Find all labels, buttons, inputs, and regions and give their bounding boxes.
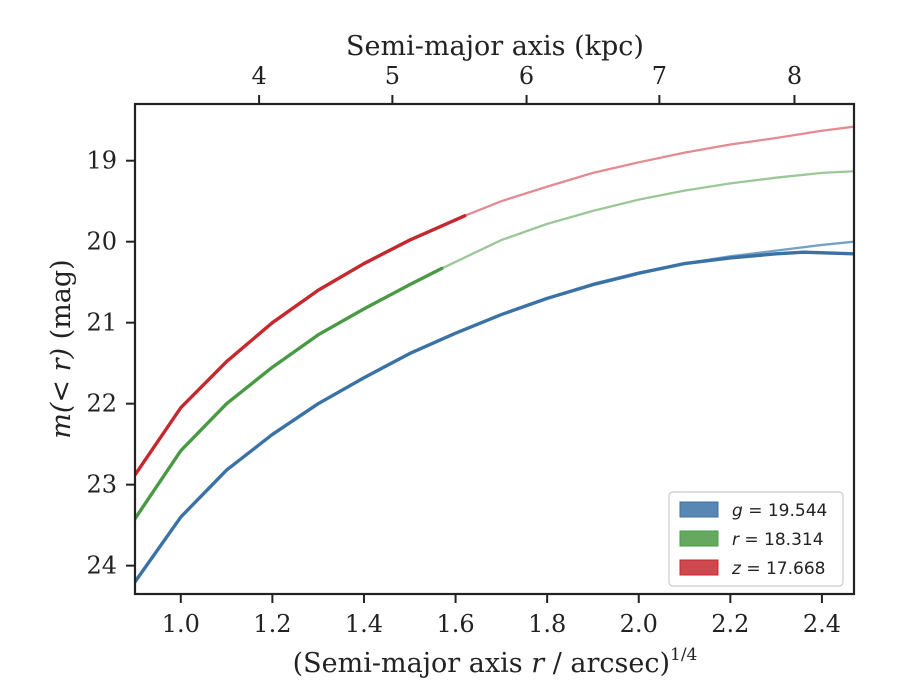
bottom-x-axis: 1.0 1.2 1.4 1.6 1.8 2.0 2.2 2.4 — [162, 594, 841, 638]
x-tick-label: 1.6 — [436, 610, 474, 638]
top-x-axis: 4 5 6 7 8 — [251, 62, 802, 104]
y-tick-label: 19 — [86, 147, 117, 175]
legend-label-r: r = 18.314 — [732, 530, 824, 550]
y-tick-label: 20 — [86, 228, 117, 256]
top-x-axis-title: Semi-major axis (kpc) — [346, 31, 644, 62]
left-y-axis: 19 20 21 22 23 24 — [86, 147, 135, 580]
x-axis-title: (Semi-major axis r / arcsec)1/4 — [293, 645, 698, 679]
series-line-z-model — [463, 125, 854, 217]
x-tick-label: 2.4 — [803, 610, 841, 638]
x-tick-label: 1.8 — [528, 610, 566, 638]
legend-label-z: z = 17.668 — [731, 559, 825, 579]
x-tick-label: 1.2 — [253, 610, 291, 638]
x-tick-label: 2.0 — [620, 610, 658, 638]
legend: g = 19.544 r = 18.314 z = 17.668 — [668, 491, 844, 587]
series-line-g — [135, 250, 854, 584]
y-tick-label: 22 — [86, 390, 117, 418]
legend-swatch-z — [679, 559, 719, 576]
y-tick-label: 21 — [86, 309, 117, 337]
series-line-z — [135, 214, 467, 477]
y-axis-title: m(< r) (mag) — [46, 259, 77, 438]
x-tick-label: 2.2 — [711, 610, 749, 638]
x-tick-label: 1.4 — [345, 610, 383, 638]
series-line-r-model — [440, 170, 854, 270]
legend-label-g: g = 19.544 — [732, 501, 827, 521]
legend-swatch-r — [679, 530, 719, 547]
top-tick-label: 7 — [652, 62, 667, 90]
series-line-r — [135, 266, 444, 521]
plot-frame — [133, 102, 856, 596]
top-tick-label: 6 — [519, 62, 534, 90]
top-tick-label: 4 — [251, 62, 266, 90]
legend-swatch-g — [679, 501, 719, 518]
x-tick-label: 1.0 — [162, 610, 200, 638]
plot-area — [133, 102, 856, 596]
y-tick-label: 24 — [86, 552, 117, 580]
series-layer — [135, 125, 854, 584]
y-tick-label: 23 — [86, 471, 117, 499]
top-tick-label: 5 — [385, 62, 400, 90]
top-tick-label: 8 — [787, 62, 802, 90]
